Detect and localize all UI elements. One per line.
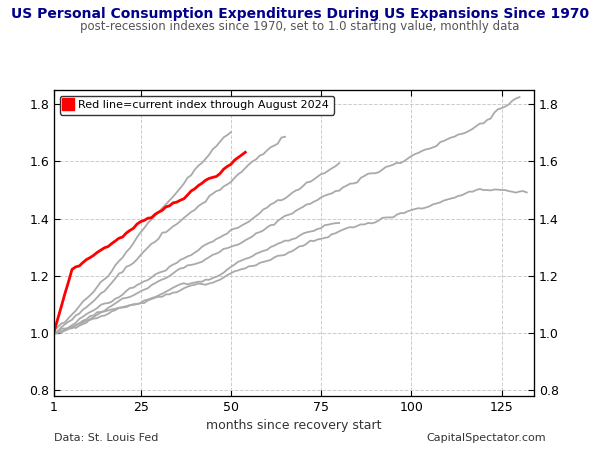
X-axis label: months since recovery start: months since recovery start <box>206 419 382 432</box>
Text: post-recession indexes since 1970, set to 1.0 starting value, monthly data: post-recession indexes since 1970, set t… <box>80 20 520 33</box>
Legend: Red line=current index through August 2024: Red line=current index through August 20… <box>59 95 334 115</box>
Text: CapitalSpectator.com: CapitalSpectator.com <box>427 433 546 443</box>
Text: Data: St. Louis Fed: Data: St. Louis Fed <box>54 433 158 443</box>
Text: US Personal Consumption Expenditures During US Expansions Since 1970: US Personal Consumption Expenditures Dur… <box>11 7 589 21</box>
